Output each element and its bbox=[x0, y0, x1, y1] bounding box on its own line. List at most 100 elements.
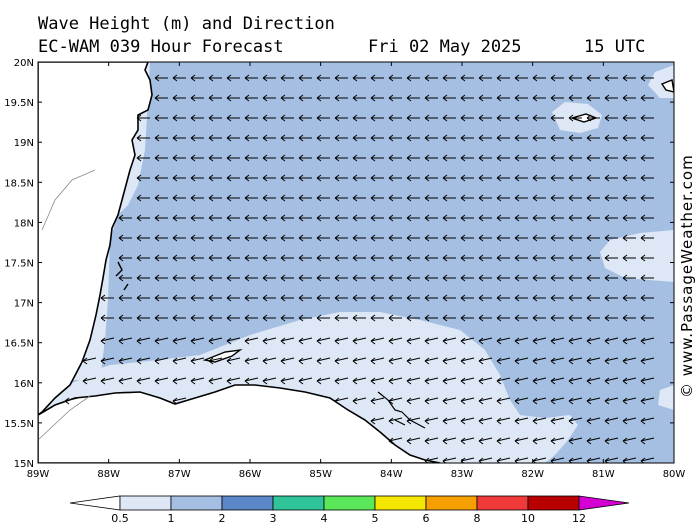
wave-arrow bbox=[478, 457, 493, 462]
wave-arrow-head bbox=[532, 357, 538, 365]
wave-arrow-head bbox=[280, 194, 286, 202]
wave-arrow-head bbox=[496, 234, 502, 242]
wave-arrow-head bbox=[604, 194, 610, 202]
wave-arrow-head bbox=[388, 437, 394, 445]
wave-arrow bbox=[442, 417, 457, 422]
wave-arrow bbox=[352, 397, 367, 402]
wave-arrow-head bbox=[550, 114, 556, 122]
wave-arrow-head bbox=[388, 417, 394, 425]
wave-arrow bbox=[532, 397, 547, 402]
wave-arrow-head bbox=[82, 357, 88, 365]
wave-direction-arrows bbox=[64, 74, 655, 463]
wave-arrow bbox=[514, 357, 529, 362]
wave-arrow bbox=[370, 337, 385, 342]
wave-arrow-head bbox=[334, 337, 340, 345]
colorbar-segment bbox=[476, 495, 529, 511]
wave-arrow bbox=[640, 417, 655, 422]
wave-arrow-head bbox=[370, 174, 376, 182]
wave-arrow bbox=[298, 337, 313, 342]
wave-arrow-head bbox=[514, 274, 520, 282]
mosquitia-lagoons bbox=[377, 391, 426, 429]
wave-arrow bbox=[406, 377, 421, 382]
wave-arrow-head bbox=[460, 194, 466, 202]
wave-arrow-head bbox=[442, 274, 448, 282]
wave-arrow-head bbox=[154, 234, 160, 242]
wave-arrow-head bbox=[262, 134, 268, 142]
wave-arrow-head bbox=[316, 377, 322, 385]
wave-arrow-head bbox=[550, 274, 556, 282]
wave-arrow-head bbox=[586, 94, 592, 102]
wave-arrow-head bbox=[442, 154, 448, 162]
wave-arrow-head bbox=[406, 397, 412, 405]
wave-arrow-head bbox=[496, 357, 502, 365]
wave-arrow-head bbox=[118, 234, 124, 242]
wave-arrow-head bbox=[478, 74, 484, 82]
wave-arrow-head bbox=[406, 274, 412, 282]
wave-arrow-head bbox=[586, 174, 592, 182]
wave-arrow-head bbox=[244, 154, 250, 162]
wave-arrow bbox=[532, 337, 547, 342]
wave-arrow-head bbox=[262, 234, 268, 242]
wave-arrow-head bbox=[154, 274, 160, 282]
lat-label: 17.5N bbox=[4, 259, 34, 270]
wave-arrow-head bbox=[514, 337, 520, 345]
colorbar-segment bbox=[170, 495, 223, 511]
wave-arrow-head bbox=[496, 377, 502, 385]
wave-arrow-head bbox=[550, 74, 556, 82]
wave-arrow-head bbox=[424, 357, 430, 365]
wave-arrow-head bbox=[424, 94, 430, 102]
lon-label: 88W bbox=[97, 469, 120, 480]
wave-arrow-head bbox=[496, 314, 502, 322]
wave-arrow-head bbox=[388, 397, 394, 405]
wave-arrow bbox=[496, 437, 511, 442]
wave-arrow-head bbox=[442, 94, 448, 102]
wave-arrow-head bbox=[370, 114, 376, 122]
wave-arrow-head bbox=[568, 377, 574, 385]
wave-arrow-head bbox=[172, 134, 178, 142]
wave-arrow-head bbox=[622, 437, 628, 445]
wave-arrow-head bbox=[136, 254, 142, 262]
wave-arrow-head bbox=[532, 214, 538, 222]
colorbar-under bbox=[69, 495, 121, 511]
wave-arrow bbox=[424, 337, 439, 342]
wave-arrow bbox=[334, 377, 349, 382]
wave-arrow bbox=[604, 397, 619, 402]
wave-arrow bbox=[406, 397, 421, 402]
wave-arrow-head bbox=[514, 254, 520, 262]
wave-arrow-head bbox=[424, 154, 430, 162]
wave-arrow-head bbox=[406, 214, 412, 222]
wave-arrow-head bbox=[100, 357, 106, 365]
wave-arrow bbox=[244, 357, 259, 362]
wave-arrow bbox=[442, 377, 457, 382]
wave-arrow-head bbox=[226, 254, 232, 262]
wave-arrow-head bbox=[244, 94, 250, 102]
wave-arrow-head bbox=[370, 194, 376, 202]
wave-arrow-head bbox=[154, 314, 160, 322]
wave-arrow-head bbox=[496, 154, 502, 162]
wave-arrow-head bbox=[442, 74, 448, 82]
country-border bbox=[38, 169, 96, 441]
wave-arrow-head bbox=[334, 294, 340, 302]
wave-arrow bbox=[586, 417, 601, 422]
wave-arrow-head bbox=[514, 234, 520, 242]
wave-arrow-head bbox=[190, 294, 196, 302]
wave-arrow-head bbox=[442, 397, 448, 405]
wave-arrow bbox=[586, 377, 601, 382]
wave-arrow-head bbox=[514, 74, 520, 82]
wave-arrow-head bbox=[244, 337, 250, 345]
wave-arrow bbox=[190, 377, 205, 382]
wave-arrow-head bbox=[640, 274, 646, 282]
wave-arrow bbox=[604, 437, 619, 442]
wave-arrow-head bbox=[208, 174, 214, 182]
wave-arrow-head bbox=[640, 397, 646, 405]
wave-arrow-head bbox=[136, 194, 142, 202]
wave-arrow-head bbox=[514, 397, 520, 405]
wave-arrow-head bbox=[532, 134, 538, 142]
wave-arrow bbox=[496, 377, 511, 382]
wave-arrow-head bbox=[550, 134, 556, 142]
wave-arrow-head bbox=[640, 134, 646, 142]
wave-arrow-head bbox=[316, 294, 322, 302]
wave-arrow-head bbox=[532, 114, 538, 122]
wave-arrow bbox=[514, 397, 529, 402]
wave-arrow-head bbox=[478, 254, 484, 262]
